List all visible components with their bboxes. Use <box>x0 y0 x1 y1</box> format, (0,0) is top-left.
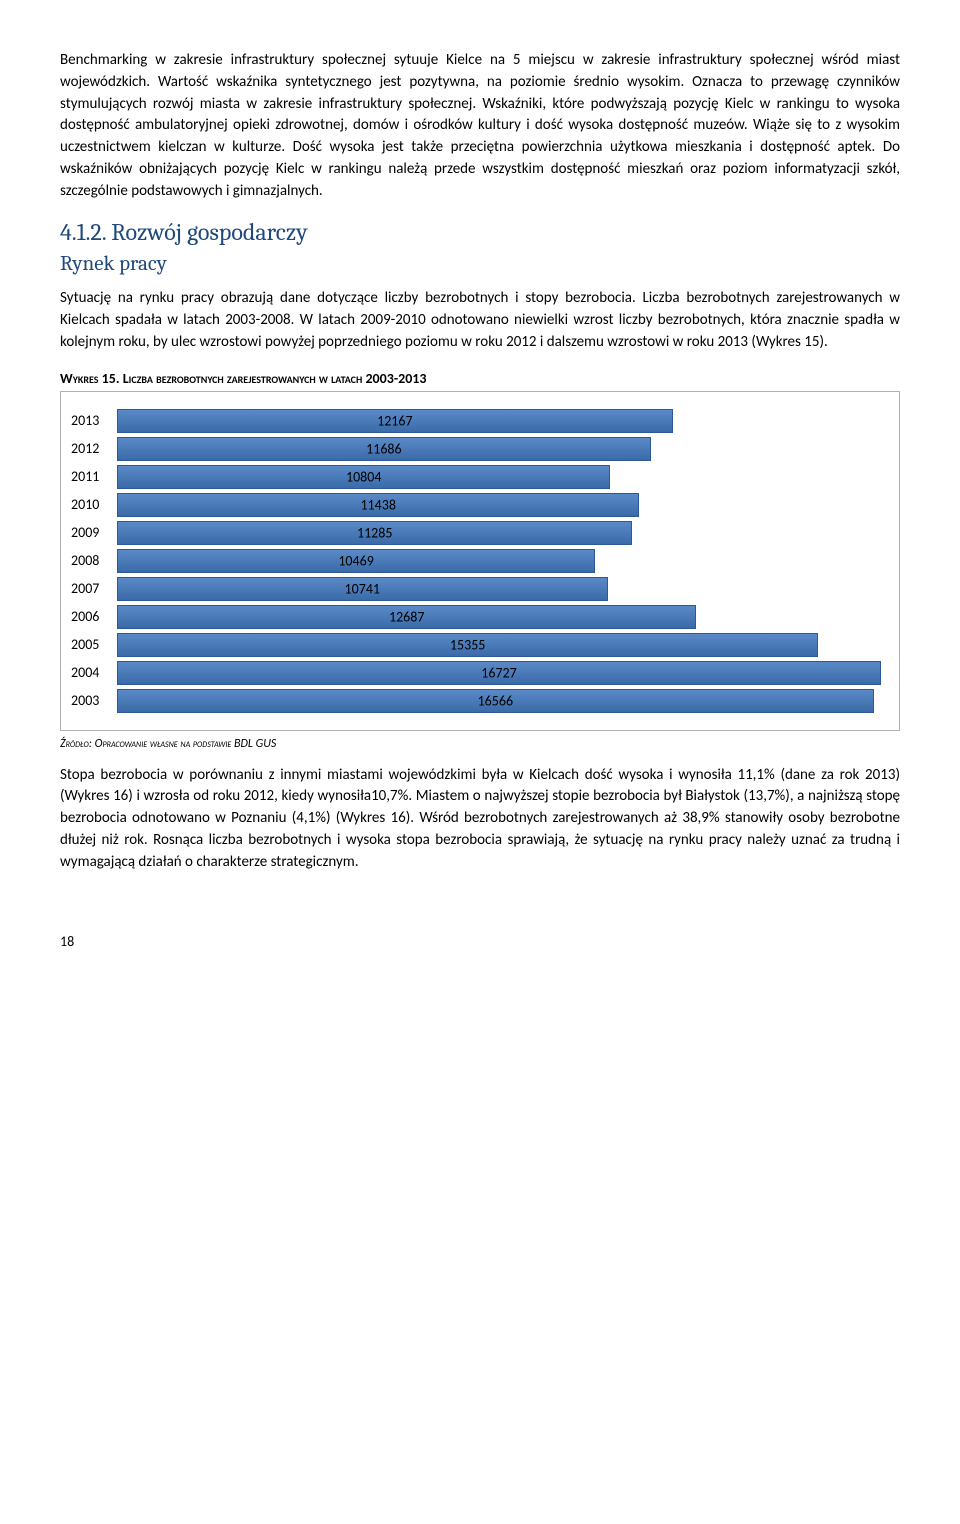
bar-fill: 15355 <box>117 633 818 657</box>
bar-value-label: 16727 <box>481 664 516 681</box>
bar-row: 2007 10741 <box>71 576 881 602</box>
bar-value-label: 11686 <box>366 440 401 457</box>
bar-fill: 10741 <box>117 577 608 601</box>
bar-track: 11438 <box>117 493 881 517</box>
bar-chart: 2013 12167 2012 11686 2011 10804 2010 11438 2009… <box>60 391 900 731</box>
chart-title: Wykres 15. Liczba bezrobotnych zarejestr… <box>60 370 900 387</box>
paragraph-labour: Sytuację na rynku pracy obrazują dane do… <box>60 288 900 353</box>
bar-value-label: 16566 <box>478 692 513 709</box>
bar-track: 11686 <box>117 437 881 461</box>
bar-fill: 16566 <box>117 689 874 713</box>
bar-year-label: 2013 <box>71 412 117 429</box>
bar-value-label: 11438 <box>360 496 395 513</box>
bar-fill: 12687 <box>117 605 696 629</box>
bar-value-label: 12167 <box>377 412 412 429</box>
bar-year-label: 2008 <box>71 552 117 569</box>
bar-year-label: 2006 <box>71 608 117 625</box>
bar-row: 2011 10804 <box>71 464 881 490</box>
bar-track: 16727 <box>117 661 881 685</box>
bar-value-label: 10741 <box>345 580 380 597</box>
paragraph-intro: Benchmarking w zakresie infrastruktury s… <box>60 50 900 202</box>
bar-row: 2010 11438 <box>71 492 881 518</box>
bar-track: 12167 <box>117 409 881 433</box>
bar-track: 10741 <box>117 577 881 601</box>
bar-track: 11285 <box>117 521 881 545</box>
sub-heading: Rynek pracy <box>60 252 900 276</box>
bar-fill: 10804 <box>117 465 610 489</box>
bar-value-label: 10469 <box>338 552 373 569</box>
bar-year-label: 2004 <box>71 664 117 681</box>
bar-fill: 10469 <box>117 549 595 573</box>
bar-row: 2008 10469 <box>71 548 881 574</box>
bar-fill: 16727 <box>117 661 881 685</box>
section-heading: 4.1.2. Rozwój gospodarczy <box>60 218 900 246</box>
bar-fill: 11285 <box>117 521 632 545</box>
bar-row: 2013 12167 <box>71 408 881 434</box>
paragraph-unemployment: Stopa bezrobocia w porównaniu z innymi m… <box>60 765 900 874</box>
page-number: 18 <box>60 933 900 950</box>
bar-fill: 11438 <box>117 493 639 517</box>
bar-year-label: 2009 <box>71 524 117 541</box>
bar-year-label: 2010 <box>71 496 117 513</box>
bar-track: 15355 <box>117 633 881 657</box>
bar-value-label: 12687 <box>389 608 424 625</box>
bar-value-label: 10804 <box>346 468 381 485</box>
bar-row: 2005 15355 <box>71 632 881 658</box>
bar-track: 16566 <box>117 689 881 713</box>
bar-row: 2004 16727 <box>71 660 881 686</box>
bar-year-label: 2003 <box>71 692 117 709</box>
bar-year-label: 2007 <box>71 580 117 597</box>
bar-fill: 12167 <box>117 409 673 433</box>
bar-row: 2006 12687 <box>71 604 881 630</box>
bar-row: 2009 11285 <box>71 520 881 546</box>
bar-row: 2012 11686 <box>71 436 881 462</box>
bar-fill: 11686 <box>117 437 651 461</box>
bar-value-label: 15355 <box>450 636 485 653</box>
bar-track: 12687 <box>117 605 881 629</box>
bar-year-label: 2011 <box>71 468 117 485</box>
bar-row: 2003 16566 <box>71 688 881 714</box>
bar-track: 10804 <box>117 465 881 489</box>
bar-track: 10469 <box>117 549 881 573</box>
bar-year-label: 2012 <box>71 440 117 457</box>
chart-source: Źródło: Opracowanie własne na podstawie … <box>60 737 900 751</box>
bar-year-label: 2005 <box>71 636 117 653</box>
bar-value-label: 11285 <box>357 524 392 541</box>
